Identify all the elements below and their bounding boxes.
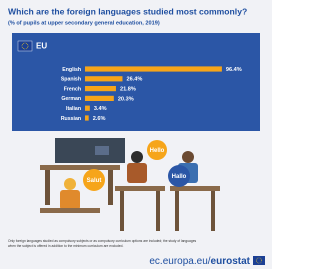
bar bbox=[85, 66, 222, 71]
value-label: 26.4% bbox=[126, 77, 142, 83]
desk-leg bbox=[211, 191, 215, 231]
desk bbox=[40, 208, 100, 213]
category-label: German bbox=[61, 96, 81, 102]
blackboard bbox=[55, 138, 125, 163]
value-label: 2.6% bbox=[93, 116, 106, 122]
desk-leg bbox=[120, 191, 124, 231]
desk-leg bbox=[45, 170, 50, 205]
value-label: 21.8% bbox=[120, 86, 136, 92]
infographic: Which are the foreign languages studied … bbox=[0, 0, 272, 269]
desk-leg bbox=[175, 191, 179, 231]
panel-label: EU bbox=[36, 42, 47, 51]
footnote: Only foreign languages studied as compul… bbox=[8, 239, 197, 243]
bar bbox=[85, 115, 89, 120]
value-label: 3.4% bbox=[94, 106, 107, 112]
bar bbox=[85, 96, 114, 101]
category-label: Russian bbox=[61, 116, 81, 122]
laptop bbox=[95, 146, 109, 155]
chart-subtitle: (% of pupils at upper secondary general … bbox=[8, 20, 160, 26]
bar bbox=[85, 86, 116, 91]
bar bbox=[85, 106, 90, 111]
category-label: French bbox=[64, 86, 81, 92]
footer-site: ec.europa.eu/ bbox=[149, 256, 210, 267]
bubble-text: Hello bbox=[150, 148, 165, 154]
bubble-text: Hallo bbox=[172, 174, 187, 180]
category-label: English bbox=[62, 67, 81, 73]
bubble-text: Salut bbox=[87, 178, 102, 184]
pupil-body bbox=[60, 190, 80, 210]
footnote: when the subject is offered in addition … bbox=[8, 244, 123, 248]
pupil-head bbox=[64, 178, 76, 190]
eu-flag bbox=[253, 256, 265, 265]
bar bbox=[85, 76, 122, 81]
value-label: 96.4% bbox=[226, 67, 242, 73]
desk-leg bbox=[156, 191, 160, 231]
footer-brand: eurostat bbox=[211, 256, 251, 267]
category-label: Italian bbox=[66, 106, 81, 112]
pupil-head bbox=[182, 151, 194, 163]
teacher-desk bbox=[40, 165, 120, 170]
footer: ec.europa.eu/eurostat bbox=[149, 256, 250, 267]
value-label: 20.3% bbox=[118, 96, 134, 102]
eu-flag bbox=[18, 41, 32, 51]
desk-leg bbox=[108, 170, 113, 205]
chart-title: Which are the foreign languages studied … bbox=[8, 6, 247, 16]
pupil-head bbox=[131, 151, 143, 163]
pupil-body bbox=[127, 163, 147, 183]
category-label: Spanish bbox=[61, 77, 81, 83]
desk bbox=[115, 186, 165, 191]
